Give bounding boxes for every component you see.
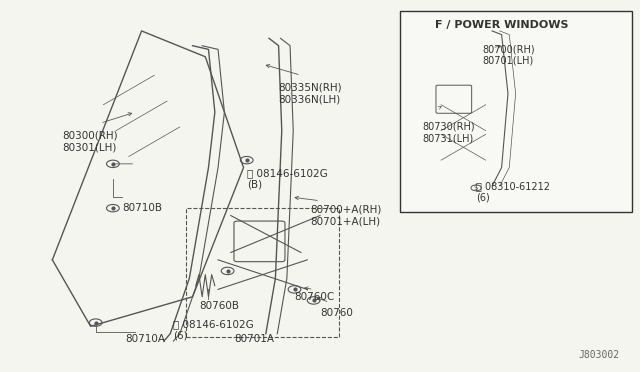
Text: J803002: J803002 bbox=[579, 350, 620, 359]
Text: F / POWER WINDOWS: F / POWER WINDOWS bbox=[435, 20, 568, 31]
Text: 80710A: 80710A bbox=[125, 334, 166, 344]
Text: 80300(RH)
80301(LH): 80300(RH) 80301(LH) bbox=[62, 131, 118, 153]
Text: 80760: 80760 bbox=[320, 308, 353, 318]
Text: 80701A: 80701A bbox=[234, 334, 274, 344]
Text: Ⓢ 08310-61212
(6): Ⓢ 08310-61212 (6) bbox=[476, 181, 550, 202]
Text: 80730(RH)
80731(LH): 80730(RH) 80731(LH) bbox=[422, 122, 475, 143]
Text: S: S bbox=[474, 185, 478, 191]
Text: 80760B: 80760B bbox=[199, 301, 239, 311]
Text: Ⓑ 08146-6102G
(6): Ⓑ 08146-6102G (6) bbox=[173, 319, 254, 341]
Text: 80760C: 80760C bbox=[294, 292, 335, 302]
FancyBboxPatch shape bbox=[399, 11, 632, 212]
Text: 80700(RH)
80701(LH): 80700(RH) 80701(LH) bbox=[483, 44, 535, 66]
Text: 80335N(RH)
80336N(LH): 80335N(RH) 80336N(LH) bbox=[278, 83, 342, 105]
Text: Ⓑ 08146-6102G
(B): Ⓑ 08146-6102G (B) bbox=[246, 168, 328, 189]
Text: 80700+A(RH)
80701+A(LH): 80700+A(RH) 80701+A(LH) bbox=[310, 205, 382, 226]
Text: 80710B: 80710B bbox=[122, 203, 163, 213]
